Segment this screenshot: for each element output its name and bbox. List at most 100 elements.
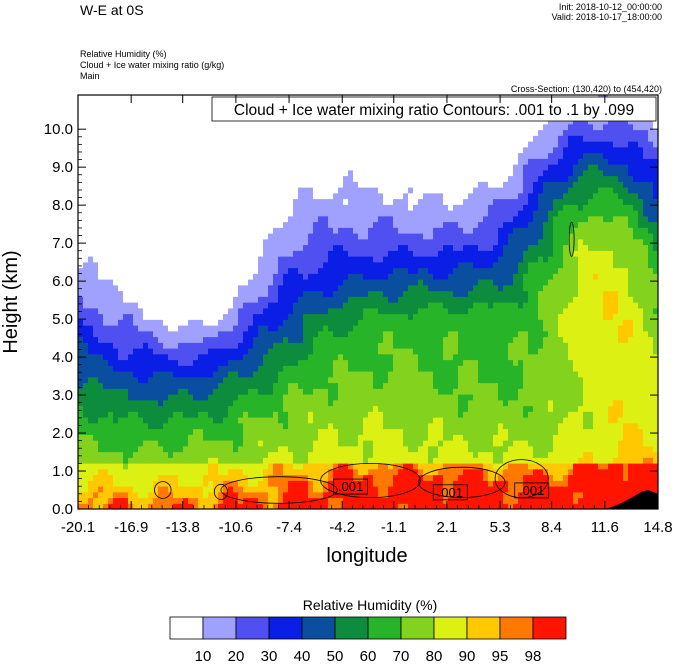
- field-cell: [188, 267, 194, 274]
- field-cell: [363, 296, 369, 303]
- field-cell: [618, 267, 624, 274]
- field-cell: [608, 273, 614, 280]
- field-cell: [233, 457, 239, 464]
- field-cell: [78, 342, 84, 349]
- field-cell: [593, 434, 599, 441]
- field-cell: [298, 463, 304, 470]
- field-cell: [388, 267, 394, 274]
- field-cell: [193, 365, 199, 372]
- field-cell: [553, 348, 559, 355]
- field-cell: [428, 486, 434, 493]
- field-cell: [88, 319, 94, 326]
- field-cell: [108, 302, 114, 309]
- field-cell: [278, 302, 284, 309]
- field-cell: [328, 382, 334, 389]
- field-cell: [298, 330, 304, 338]
- field-cell: [153, 371, 159, 378]
- field-cell: [503, 417, 509, 424]
- field-cell: [563, 474, 569, 481]
- field-cell: [328, 359, 334, 366]
- field-cell: [203, 261, 209, 269]
- field-cell: [253, 359, 259, 366]
- field-cell: [463, 273, 469, 280]
- field-cell: [578, 405, 584, 412]
- field-cell: [503, 296, 509, 303]
- field-cell: [198, 434, 204, 441]
- field-cell: [423, 371, 429, 378]
- field-cell: [398, 267, 404, 274]
- field-cell: [83, 313, 89, 320]
- field-cell: [558, 382, 564, 389]
- field-cell: [538, 451, 544, 458]
- field-cell: [373, 474, 379, 481]
- field-cell: [218, 279, 224, 286]
- field-cell: [468, 376, 474, 384]
- field-cell: [638, 273, 644, 280]
- field-cell: [248, 486, 254, 493]
- field-cell: [88, 394, 94, 401]
- field-cell: [133, 434, 139, 441]
- field-cell: [398, 296, 404, 303]
- field-cell: [263, 468, 269, 476]
- field-cell: [138, 371, 144, 378]
- field-cell: [343, 491, 349, 499]
- field-cell: [598, 468, 604, 476]
- field-cell: [348, 405, 354, 412]
- field-cell: [313, 371, 319, 378]
- field-cell: [263, 330, 269, 338]
- field-cell: [438, 371, 444, 378]
- field-cell: [248, 491, 254, 499]
- field-cell: [158, 468, 164, 476]
- field-cell: [158, 313, 164, 320]
- field-cell: [288, 353, 294, 361]
- field-cell: [198, 348, 204, 355]
- field-cell: [233, 497, 239, 504]
- field-cell: [573, 451, 579, 458]
- field-cell: [353, 348, 359, 355]
- field-cell: [303, 330, 309, 338]
- field-cell: [393, 365, 399, 372]
- field-cell: [163, 463, 169, 470]
- field-cell: [173, 486, 179, 493]
- field-cell: [573, 411, 579, 418]
- field-cell: [203, 434, 209, 441]
- field-cell: [623, 440, 629, 447]
- field-cell: [548, 422, 554, 430]
- field-cell: [228, 261, 234, 269]
- field-cell: [618, 279, 624, 286]
- field-cell: [263, 486, 269, 493]
- field-cell: [563, 359, 569, 366]
- field-cell: [393, 313, 399, 320]
- field-cell: [468, 474, 474, 481]
- field-cell: [388, 325, 394, 332]
- field-cell: [508, 394, 514, 401]
- field-cell: [308, 440, 314, 447]
- field-cell: [443, 348, 449, 355]
- field-cell: [638, 428, 644, 435]
- field-cell: [98, 267, 104, 274]
- field-cell: [638, 296, 644, 303]
- field-cell: [453, 365, 459, 372]
- field-cell: [228, 497, 234, 504]
- field-cell: [398, 457, 404, 464]
- field-cell: [93, 497, 99, 504]
- field-cell: [198, 491, 204, 499]
- field-cell: [113, 279, 119, 286]
- field-cell: [378, 411, 384, 418]
- field-cell: [408, 417, 414, 424]
- field-cell: [253, 376, 259, 384]
- field-cell: [328, 417, 334, 424]
- field-cell: [113, 497, 119, 504]
- field-cell: [623, 273, 629, 280]
- field-cell: [363, 376, 369, 384]
- field-cell: [588, 284, 594, 292]
- field-cell: [448, 503, 454, 509]
- field-cell: [483, 371, 489, 378]
- field-cell: [143, 290, 149, 297]
- field-cell: [503, 491, 509, 499]
- field-cell: [318, 319, 324, 326]
- field-cell: [178, 267, 184, 274]
- field-cell: [313, 284, 319, 292]
- field-cell: [383, 463, 389, 470]
- field-cell: [438, 468, 444, 476]
